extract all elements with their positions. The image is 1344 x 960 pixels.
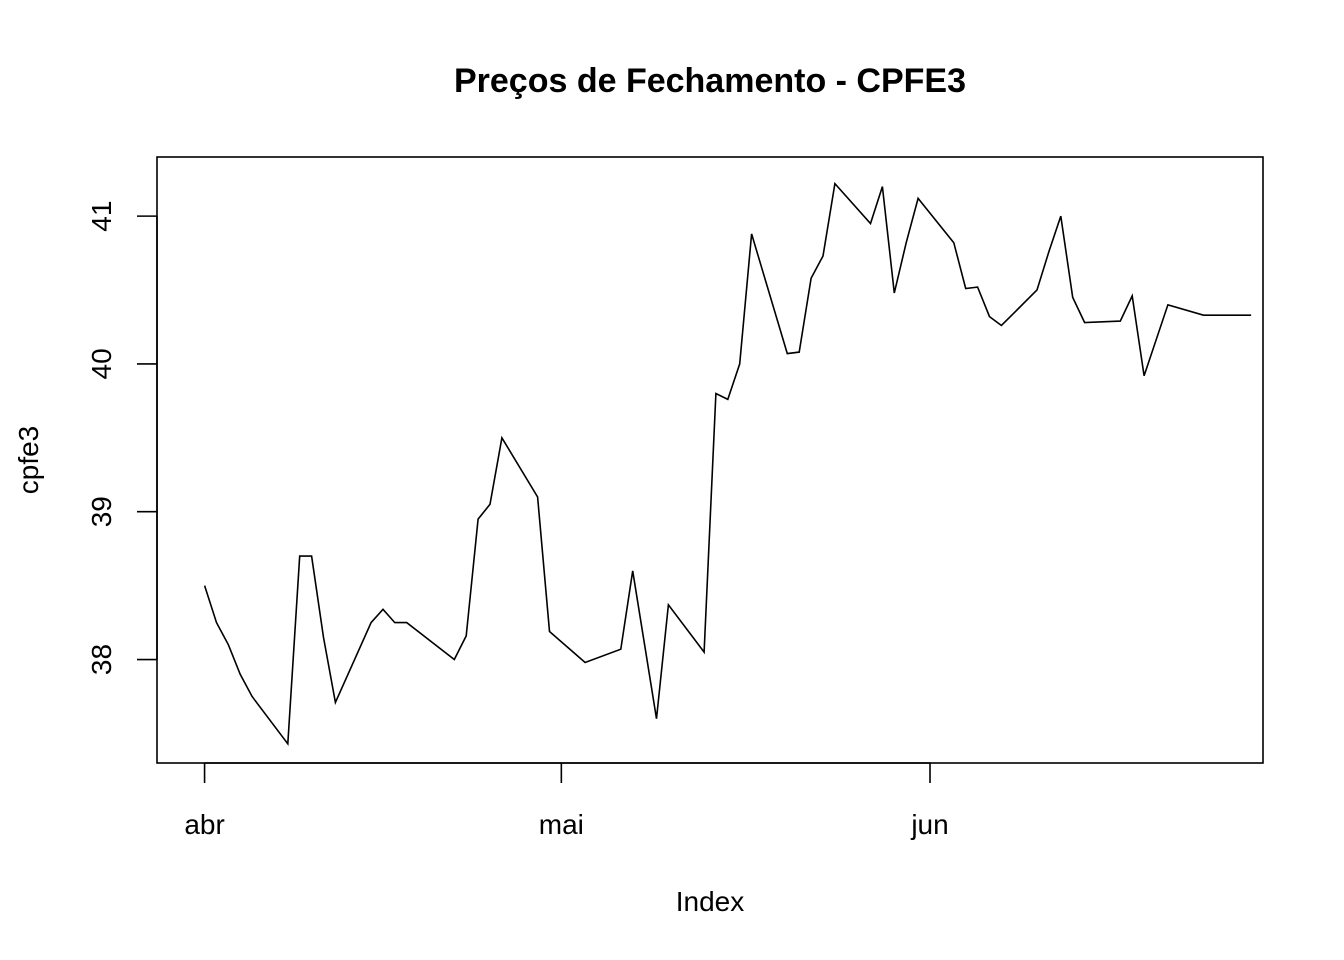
x-tick-label: abr (184, 809, 224, 840)
y-tick-label: 38 (86, 644, 117, 675)
plot-frame (156, 156, 1264, 764)
x-tick-label: jun (910, 809, 948, 840)
x-tick-label: mai (539, 809, 584, 840)
series-layer (203, 181, 1252, 747)
chart-title: Preços de Fechamento - CPFE3 (454, 62, 966, 100)
y-axis-label: cpfe3 (13, 426, 44, 495)
series-line (203, 181, 1252, 747)
y-axis: 38 39 40 41 (86, 201, 158, 675)
y-tick-label: 39 (86, 496, 117, 527)
x-axis-label: Index (676, 886, 745, 917)
y-tick-label: 41 (86, 201, 117, 232)
x-axis: abr mai jun (184, 762, 949, 840)
y-tick-label: 40 (86, 348, 117, 379)
